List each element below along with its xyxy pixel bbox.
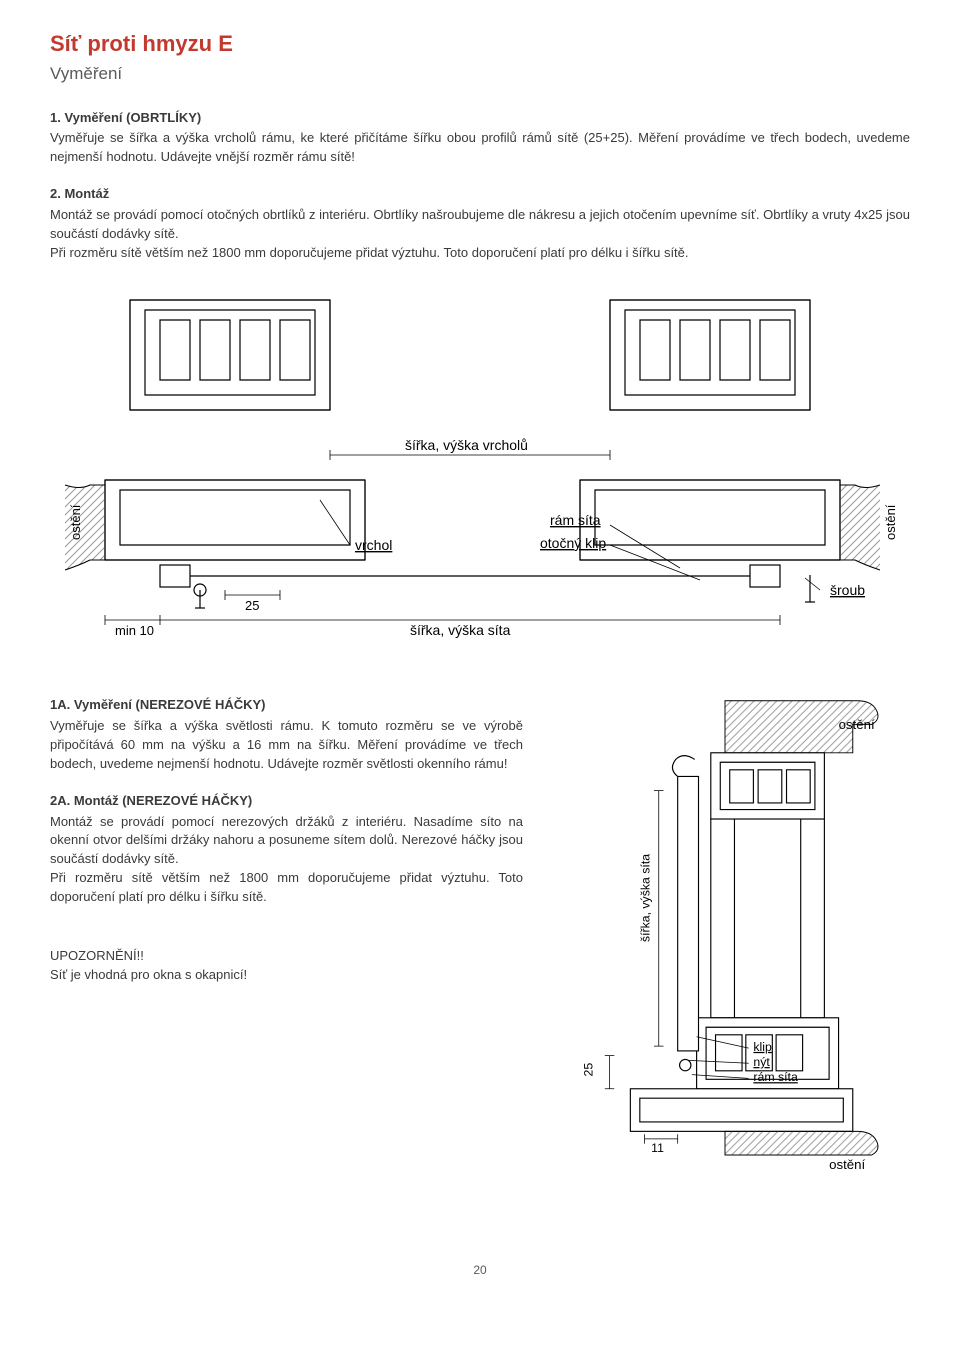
label-nyt: nýt	[753, 1055, 770, 1069]
page-subtitle: Vyměření	[50, 62, 910, 87]
warning-line-1: UPOZORNĚNÍ!!	[50, 947, 523, 966]
label-sirka-vrcholu: šířka, výška vrcholů	[405, 437, 528, 453]
label-osteni-left: ostění	[68, 505, 83, 541]
section-2-heading: 2. Montáž	[50, 185, 910, 204]
label-ram-sita-2: rám síta	[753, 1070, 798, 1084]
page-title: Síť proti hmyzu E	[50, 28, 910, 60]
label-dim25-2: 25	[582, 1063, 596, 1077]
diagram-cross-section: ostění ostění šířka, výška vrcholů vrcho…	[50, 290, 910, 650]
section-2-body: Montáž se provádí pomocí otočných obrtlí…	[50, 206, 910, 263]
label-ram-sita: rám síta	[550, 512, 601, 528]
section-2a-heading: 2A. Montáž (NEREZOVÉ HÁČKY)	[50, 792, 523, 811]
label-osteni-bottom: ostění	[829, 1157, 865, 1172]
section-2a-body: Montáž se provádí pomocí nerezových držá…	[50, 813, 523, 907]
section-1a-body: Vyměřuje se šířka a výška světlosti rámu…	[50, 717, 523, 774]
label-osteni-right: ostění	[883, 505, 898, 541]
label-min10: min 10	[115, 623, 154, 638]
label-dim11: 11	[651, 1141, 664, 1155]
label-sirka-sita: šířka, výška síta	[410, 622, 511, 638]
label-sirka-sita-2: šířka, výška síta	[638, 854, 652, 942]
page-number: 20	[50, 1262, 910, 1279]
label-25: 25	[245, 598, 259, 613]
warning-line-2: Síť je vhodná pro okna s okapnicí!	[50, 966, 523, 985]
section-1-heading: 1. Vyměření (OBRTLÍKY)	[50, 109, 910, 128]
label-vrchol: vrchol	[355, 537, 392, 553]
section-1a-heading: 1A. Vyměření (NEREZOVÉ HÁČKY)	[50, 696, 523, 715]
diagram-vertical-section: ostění klip nýt rám síta šířka, výška sí…	[553, 696, 897, 1226]
section-1-body: Vyměřuje se šířka a výška vrcholů rámu, …	[50, 129, 910, 167]
label-klip: klip	[753, 1040, 772, 1054]
label-otocny-klip: otočný klip	[540, 535, 606, 551]
label-osteni-top: ostění	[839, 717, 875, 732]
warning-block: UPOZORNĚNÍ!! Síť je vhodná pro okna s ok…	[50, 947, 523, 985]
label-sroub: šroub	[830, 582, 865, 598]
